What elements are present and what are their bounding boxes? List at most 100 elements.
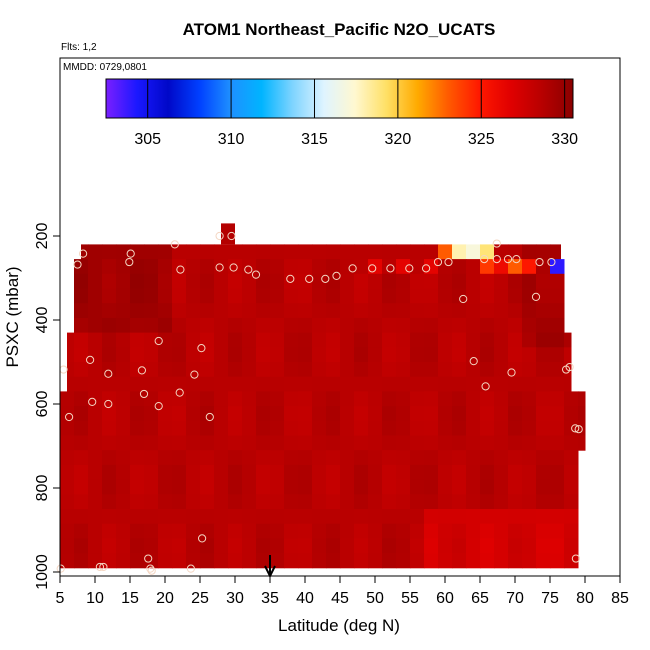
heatmap-cell <box>340 317 355 334</box>
heatmap-cell <box>200 509 215 525</box>
heatmap-cell <box>480 420 495 436</box>
heatmap-cell <box>158 406 173 422</box>
heatmap-cell <box>396 244 411 260</box>
heatmap-cell <box>158 362 173 378</box>
heatmap-cell <box>200 288 215 304</box>
heatmap-cell <box>186 523 201 539</box>
observation-points <box>56 231 583 575</box>
heatmap-cell <box>298 435 313 451</box>
heatmap-cell <box>564 362 572 378</box>
heatmap-cell <box>452 347 467 363</box>
x-tick-label: 5 <box>56 590 65 607</box>
heatmap-cell <box>284 435 299 451</box>
heatmap-cell <box>144 332 159 348</box>
heatmap-cell <box>438 538 453 554</box>
heatmap-cell <box>256 435 271 451</box>
heatmap-cell <box>88 420 103 436</box>
heatmap-cell <box>270 347 285 363</box>
heatmap-cell <box>424 303 439 319</box>
heatmap-cell <box>256 303 271 319</box>
heatmap-cell <box>480 347 495 363</box>
heatmap-cell <box>284 523 299 539</box>
heatmap-cell <box>410 303 425 319</box>
heatmap-cell <box>522 391 537 407</box>
heatmap-cell <box>284 420 299 436</box>
heatmap-cell <box>494 259 509 275</box>
heatmap-cell <box>564 450 579 466</box>
heatmap-cell <box>368 347 383 363</box>
heatmap-cell <box>242 391 257 407</box>
heatmap-cell <box>270 391 285 407</box>
heatmap-cell <box>536 523 551 539</box>
heatmap-cell <box>466 406 481 422</box>
heatmap-cell <box>256 376 271 392</box>
heatmap-cell <box>536 420 551 436</box>
heatmap-cells <box>60 223 586 569</box>
heatmap-cell <box>102 362 117 378</box>
heatmap-cell <box>242 288 257 304</box>
heatmap-cell <box>508 391 523 407</box>
heatmap-cell <box>242 494 257 510</box>
heatmap-cell <box>382 509 397 525</box>
x-tick-label: 20 <box>156 590 174 607</box>
observation-point <box>405 264 414 273</box>
heatmap-cell <box>438 303 453 319</box>
colorbar-tick-label: 305 <box>134 131 161 148</box>
heatmap-cell <box>172 494 187 510</box>
heatmap-cell <box>116 259 131 275</box>
heatmap-cell <box>102 391 117 407</box>
heatmap-cell <box>228 479 243 495</box>
heatmap-cell <box>284 479 299 495</box>
heatmap-cell <box>508 523 523 539</box>
heatmap-cell <box>284 244 299 260</box>
heatmap-cell <box>256 347 271 363</box>
observation-point <box>79 249 88 258</box>
heatmap-cell <box>354 450 369 466</box>
heatmap-cell <box>340 435 355 451</box>
heatmap-cell <box>242 464 257 481</box>
heatmap-cell <box>242 376 257 392</box>
heatmap-cell <box>130 391 145 407</box>
heatmap-cell <box>172 376 187 392</box>
heatmap-cell <box>368 391 383 407</box>
heatmap-cell <box>172 362 187 378</box>
heatmap-cell <box>102 347 117 363</box>
heatmap-cell <box>130 420 145 436</box>
observation-point <box>137 366 146 375</box>
heatmap-cell <box>228 362 243 378</box>
heatmap-cell <box>284 288 299 304</box>
heatmap-cell <box>480 509 495 525</box>
heatmap-cell <box>312 347 327 363</box>
heatmap-cell <box>522 479 537 495</box>
heatmap-cell <box>452 288 467 304</box>
heatmap-cell <box>88 332 103 348</box>
observation-point <box>229 263 238 272</box>
observation-point <box>481 382 490 391</box>
heatmap-cell <box>270 509 285 525</box>
heatmap-cell <box>466 450 481 466</box>
heatmap-cell <box>368 464 383 481</box>
y-axis: 200 400 600 800 1000 <box>34 223 61 590</box>
heatmap-cell <box>172 317 187 334</box>
x-axis: 5 10 15 20 25 30 35 40 45 50 55 60 65 70 75 80 85 <box>56 576 629 607</box>
heatmap-cell <box>214 406 229 422</box>
observation-point <box>547 257 556 267</box>
heatmap-cell <box>102 435 117 451</box>
heatmap-cell <box>424 391 439 407</box>
heatmap-cell <box>494 288 509 304</box>
heatmap-cell <box>158 420 173 436</box>
heatmap-cell <box>74 523 89 539</box>
heatmap-cell <box>480 273 495 289</box>
heatmap-cell <box>396 553 411 569</box>
heatmap-cell <box>158 464 173 481</box>
heatmap-cell <box>354 391 369 407</box>
heatmap-cell <box>410 273 425 289</box>
heatmap-cell <box>116 523 131 539</box>
heatmap-cell <box>214 450 229 466</box>
heatmap-cell <box>466 244 481 260</box>
heatmap-cell <box>298 479 313 495</box>
heatmap-cell <box>270 538 285 554</box>
heatmap-cell <box>480 391 495 407</box>
heatmap-cell <box>228 509 243 525</box>
heatmap-cell <box>438 435 453 451</box>
